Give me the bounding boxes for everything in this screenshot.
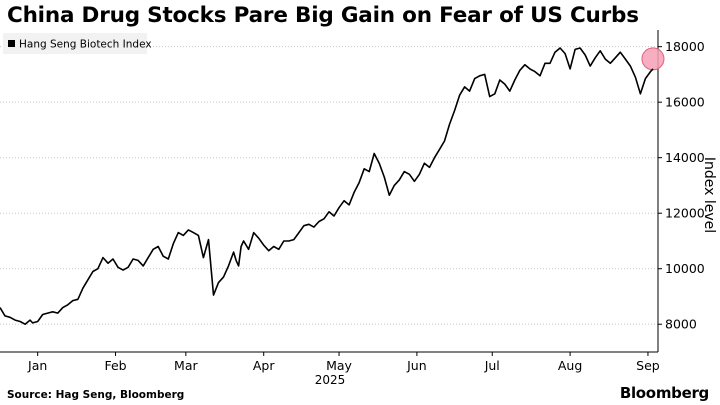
- gridlines: [0, 46, 658, 325]
- y-tick-label: 10000: [665, 261, 705, 276]
- x-tick-label: Aug: [558, 358, 582, 373]
- y-tick-label: 14000: [665, 150, 705, 165]
- y-tick-label: 8000: [665, 317, 697, 332]
- y-tick-label: 16000: [665, 95, 705, 110]
- latest-value-marker: [641, 47, 665, 71]
- x-tick-label: Sep: [636, 358, 660, 373]
- legend-box: [3, 33, 147, 54]
- source-note: Source: Hag Seng, Bloomberg: [7, 389, 185, 401]
- legend-swatch: [8, 40, 15, 47]
- x-tick-label: Feb: [104, 358, 126, 373]
- x-tick-label: Jan: [27, 358, 47, 373]
- y-tick-label: 12000: [665, 206, 705, 221]
- legend: Hang Seng Biotech Index: [3, 33, 152, 54]
- legend-label: Hang Seng Biotech Index: [19, 39, 152, 51]
- series-line-hang-seng-biotech: [0, 47, 654, 325]
- chart-title: China Drug Stocks Pare Big Gain on Fear …: [7, 3, 639, 28]
- y-axis-ticks: 8000 10000 12000 14000 16000 18000: [658, 39, 705, 332]
- x-tick-label: Jun: [406, 358, 427, 373]
- bloomberg-logo: Bloomberg: [619, 384, 709, 402]
- x-tick-label: Jul: [484, 358, 500, 373]
- y-tick-label: 18000: [665, 39, 705, 54]
- x-axis-ticks: Jan Feb Mar Apr May Jun Jul Aug Sep: [27, 352, 660, 373]
- x-tick-label: Mar: [174, 358, 198, 373]
- x-tick-label: May: [326, 358, 352, 373]
- x-tick-label: Apr: [253, 358, 275, 373]
- y-axis-title: Index level: [701, 157, 717, 233]
- x-axis-year-label: 2025: [315, 373, 346, 387]
